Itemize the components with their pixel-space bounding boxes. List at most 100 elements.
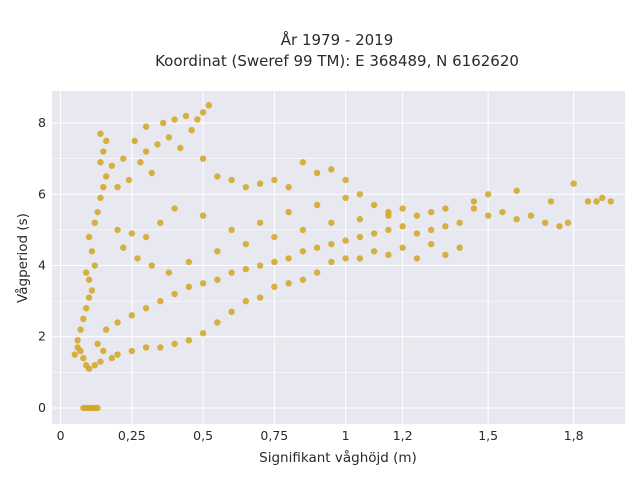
- data-point: [85, 365, 93, 372]
- data-point: [328, 219, 335, 226]
- data-point: [108, 162, 116, 169]
- data-point: [499, 208, 506, 216]
- x-tick-label: 1: [342, 428, 350, 443]
- data-point: [256, 180, 264, 187]
- data-point: [91, 219, 98, 226]
- data-point: [214, 173, 221, 180]
- data-point: [399, 244, 406, 251]
- data-point: [102, 326, 110, 333]
- data-point: [102, 137, 110, 145]
- data-point: [199, 280, 207, 287]
- data-point: [83, 305, 90, 312]
- y-tick-label: 2: [38, 329, 46, 344]
- data-point: [584, 198, 592, 205]
- data-point: [185, 283, 193, 291]
- data-point: [128, 230, 136, 237]
- data-point: [242, 240, 250, 248]
- data-point: [570, 180, 577, 187]
- data-point: [185, 337, 193, 344]
- y-tick-label: 4: [38, 258, 46, 273]
- data-point: [134, 255, 141, 262]
- data-point: [313, 169, 321, 177]
- data-point: [77, 326, 84, 333]
- data-point: [228, 308, 235, 316]
- data-point: [456, 244, 463, 251]
- data-point: [242, 265, 250, 273]
- data-point: [285, 255, 292, 262]
- data-point: [182, 112, 190, 120]
- data-point: [399, 205, 406, 212]
- data-point: [442, 223, 449, 230]
- data-point: [413, 230, 421, 237]
- data-point: [171, 340, 178, 348]
- data-point: [285, 208, 292, 216]
- data-point: [91, 362, 98, 369]
- data-point: [228, 269, 235, 276]
- data-point: [342, 255, 349, 262]
- data-point: [159, 119, 167, 127]
- x-tick-label: 1,2: [393, 428, 413, 443]
- data-point: [199, 329, 207, 337]
- data-point: [128, 312, 136, 319]
- data-point: [85, 276, 93, 283]
- data-point: [271, 233, 278, 241]
- data-point: [342, 194, 349, 202]
- data-point: [114, 351, 121, 358]
- data-point: [271, 258, 278, 266]
- data-point: [256, 262, 264, 269]
- data-point: [177, 144, 184, 152]
- data-point: [370, 248, 378, 255]
- y-tick-label: 6: [38, 186, 46, 201]
- x-tick-label: 0,25: [118, 428, 146, 443]
- data-point: [470, 205, 478, 212]
- data-point: [541, 219, 549, 226]
- data-point: [148, 169, 155, 177]
- data-point: [413, 255, 421, 262]
- data-point: [413, 212, 421, 219]
- data-point: [94, 208, 101, 216]
- data-point: [285, 183, 292, 191]
- data-point: [342, 237, 349, 244]
- y-tick-label: 8: [38, 115, 46, 130]
- data-point: [88, 287, 96, 294]
- data-point: [85, 233, 93, 241]
- data-point: [154, 141, 161, 148]
- data-point: [299, 226, 307, 234]
- data-point: [142, 123, 150, 130]
- data-point: [228, 176, 235, 184]
- data-point: [328, 258, 335, 266]
- data-point: [128, 347, 136, 355]
- data-point: [100, 148, 107, 155]
- data-point: [74, 337, 81, 344]
- data-point: [94, 340, 101, 348]
- data-point: [356, 255, 364, 262]
- data-point: [607, 198, 614, 205]
- chart-subtitle: Koordinat (Sweref 99 TM): E 368489, N 61…: [155, 52, 519, 70]
- data-point: [328, 240, 335, 248]
- data-point: [513, 216, 520, 223]
- data-point: [427, 240, 435, 248]
- data-point: [356, 191, 364, 198]
- plot-area: [52, 91, 625, 424]
- data-point: [157, 219, 164, 226]
- data-point: [77, 347, 84, 355]
- data-point: [470, 198, 478, 205]
- x-tick-label: 0,5: [193, 428, 213, 443]
- data-point: [271, 176, 278, 184]
- data-point: [593, 198, 600, 205]
- data-point: [91, 262, 98, 269]
- data-point: [328, 166, 335, 173]
- data-point: [142, 148, 150, 155]
- data-point: [598, 194, 606, 202]
- data-point: [83, 269, 90, 276]
- data-point: [242, 297, 250, 305]
- data-point: [165, 134, 173, 141]
- data-point: [142, 233, 150, 241]
- y-axis-title: Vågperiod (s): [14, 213, 31, 303]
- x-tick-label: 0,75: [260, 428, 288, 443]
- x-tick-label: 0: [57, 428, 65, 443]
- data-point: [120, 155, 127, 162]
- data-point: [442, 251, 449, 259]
